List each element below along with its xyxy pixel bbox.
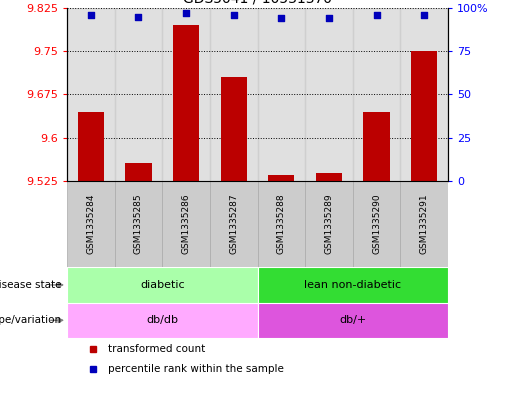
Bar xyxy=(305,181,353,267)
Point xyxy=(87,12,95,18)
Bar xyxy=(268,175,295,181)
Bar xyxy=(220,77,247,181)
Text: GSM1335289: GSM1335289 xyxy=(324,194,333,254)
Bar xyxy=(258,181,305,267)
Point xyxy=(182,10,190,16)
Bar xyxy=(411,51,437,181)
Bar xyxy=(210,181,258,267)
Bar xyxy=(210,8,258,181)
Point xyxy=(420,12,428,18)
Bar xyxy=(305,8,353,181)
Point xyxy=(134,13,143,20)
Text: transformed count: transformed count xyxy=(108,344,205,354)
Bar xyxy=(78,112,104,181)
Bar xyxy=(258,8,305,181)
Bar xyxy=(162,181,210,267)
Text: GSM1335287: GSM1335287 xyxy=(229,194,238,254)
Text: GSM1335288: GSM1335288 xyxy=(277,194,286,254)
Bar xyxy=(162,8,210,181)
Text: disease state: disease state xyxy=(0,280,62,290)
Text: db/db: db/db xyxy=(146,315,178,325)
Bar xyxy=(353,8,401,181)
Point xyxy=(277,15,285,21)
Text: GSM1335285: GSM1335285 xyxy=(134,194,143,254)
Text: GSM1335290: GSM1335290 xyxy=(372,194,381,254)
Bar xyxy=(125,163,151,181)
Point xyxy=(325,15,333,21)
Bar xyxy=(67,303,258,338)
Bar xyxy=(114,181,162,267)
Text: db/+: db/+ xyxy=(339,315,366,325)
Point xyxy=(372,12,381,18)
Bar xyxy=(67,181,115,267)
Text: GSM1335284: GSM1335284 xyxy=(87,194,95,254)
Bar xyxy=(114,8,162,181)
Bar xyxy=(258,303,448,338)
Bar xyxy=(173,25,199,181)
Text: diabetic: diabetic xyxy=(140,280,184,290)
Bar xyxy=(401,181,448,267)
Text: GSM1335286: GSM1335286 xyxy=(182,194,191,254)
Bar xyxy=(258,267,448,303)
Bar xyxy=(364,112,390,181)
Point xyxy=(230,12,238,18)
Title: GDS5041 / 10531370: GDS5041 / 10531370 xyxy=(183,0,332,5)
Text: GSM1335291: GSM1335291 xyxy=(420,194,428,254)
Text: lean non-diabetic: lean non-diabetic xyxy=(304,280,401,290)
Bar xyxy=(67,267,258,303)
Text: percentile rank within the sample: percentile rank within the sample xyxy=(108,364,284,374)
Bar xyxy=(67,8,115,181)
Bar xyxy=(401,8,448,181)
Bar xyxy=(316,173,342,181)
Bar xyxy=(353,181,401,267)
Text: genotype/variation: genotype/variation xyxy=(0,315,62,325)
